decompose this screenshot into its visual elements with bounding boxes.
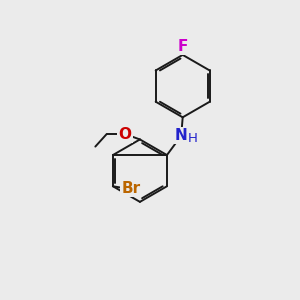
Text: Br: Br bbox=[121, 181, 140, 196]
Text: F: F bbox=[178, 39, 188, 54]
Text: N: N bbox=[175, 128, 188, 143]
Text: O: O bbox=[118, 127, 132, 142]
Text: H: H bbox=[188, 132, 197, 145]
